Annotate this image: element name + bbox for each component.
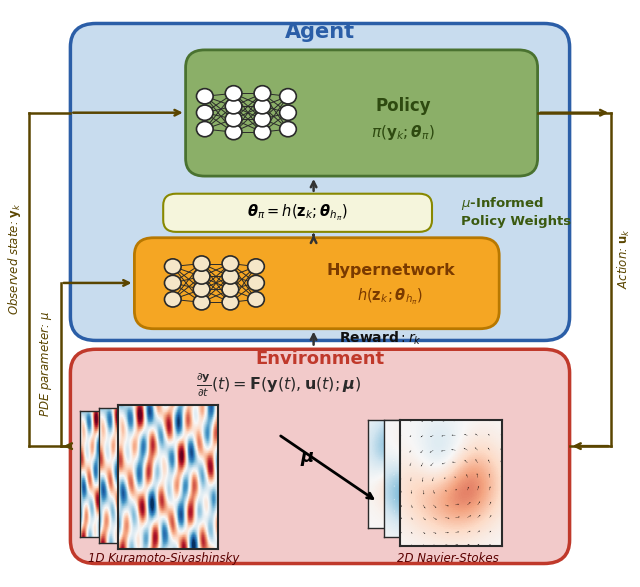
Circle shape — [248, 292, 264, 307]
Circle shape — [254, 112, 271, 127]
Text: 2D Navier-Stokes: 2D Navier-Stokes — [397, 552, 499, 565]
Text: $\pi(\mathbf{y}_k;\boldsymbol{\theta}_\pi)$: $\pi(\mathbf{y}_k;\boldsymbol{\theta}_\p… — [371, 123, 435, 141]
Circle shape — [222, 269, 239, 284]
FancyBboxPatch shape — [163, 194, 432, 232]
Circle shape — [280, 89, 296, 104]
Text: PDE parameter: $\mu$: PDE parameter: $\mu$ — [38, 311, 54, 417]
Text: Environment: Environment — [255, 350, 385, 368]
Text: $\boldsymbol{\mu}$: $\boldsymbol{\mu}$ — [300, 450, 314, 468]
Text: Agent: Agent — [285, 22, 355, 42]
Text: Observed state: $\mathbf{y}_k$: Observed state: $\mathbf{y}_k$ — [6, 202, 22, 315]
Circle shape — [225, 124, 242, 140]
Circle shape — [225, 86, 242, 101]
Circle shape — [193, 282, 210, 297]
Circle shape — [248, 259, 264, 274]
Text: 1D Kuramoto-Sivashinsky: 1D Kuramoto-Sivashinsky — [88, 552, 239, 565]
FancyBboxPatch shape — [186, 50, 538, 176]
Circle shape — [222, 282, 239, 297]
Circle shape — [225, 112, 242, 127]
Text: Hypernetwork: Hypernetwork — [326, 262, 455, 278]
Circle shape — [225, 99, 242, 114]
Text: $h(\mathbf{z}_k;\boldsymbol{\theta}_{h_\pi})$: $h(\mathbf{z}_k;\boldsymbol{\theta}_{h_\… — [357, 286, 424, 307]
Circle shape — [248, 275, 264, 291]
Circle shape — [193, 295, 210, 310]
Circle shape — [254, 99, 271, 114]
Circle shape — [222, 256, 239, 271]
Circle shape — [164, 275, 181, 291]
Circle shape — [196, 122, 213, 137]
Text: $\boldsymbol{\theta}_\pi = h(\mathbf{z}_k;\boldsymbol{\theta}_{h_\pi})$: $\boldsymbol{\theta}_\pi = h(\mathbf{z}_… — [247, 202, 348, 223]
Circle shape — [193, 269, 210, 284]
Circle shape — [196, 105, 213, 120]
FancyBboxPatch shape — [70, 349, 570, 564]
Circle shape — [164, 259, 181, 274]
Text: $\frac{\partial \mathbf{y}}{\partial t}(t) = \mathbf{F}(\mathbf{y}(t),\mathbf{u}: $\frac{\partial \mathbf{y}}{\partial t}(… — [196, 371, 361, 398]
Circle shape — [254, 124, 271, 140]
Circle shape — [280, 105, 296, 120]
FancyBboxPatch shape — [70, 23, 570, 340]
Circle shape — [222, 295, 239, 310]
Circle shape — [193, 256, 210, 271]
Circle shape — [254, 86, 271, 101]
FancyBboxPatch shape — [134, 238, 499, 329]
Circle shape — [196, 89, 213, 104]
Text: $\mu$-Informed
Policy Weights: $\mu$-Informed Policy Weights — [461, 195, 571, 228]
Text: $\bf{Reward}$$: r_k$: $\bf{Reward}$$: r_k$ — [339, 329, 422, 347]
Circle shape — [280, 122, 296, 137]
Text: Policy: Policy — [376, 97, 431, 114]
Circle shape — [164, 292, 181, 307]
Text: Action: $\mathbf{u}_k$: Action: $\mathbf{u}_k$ — [616, 228, 632, 289]
